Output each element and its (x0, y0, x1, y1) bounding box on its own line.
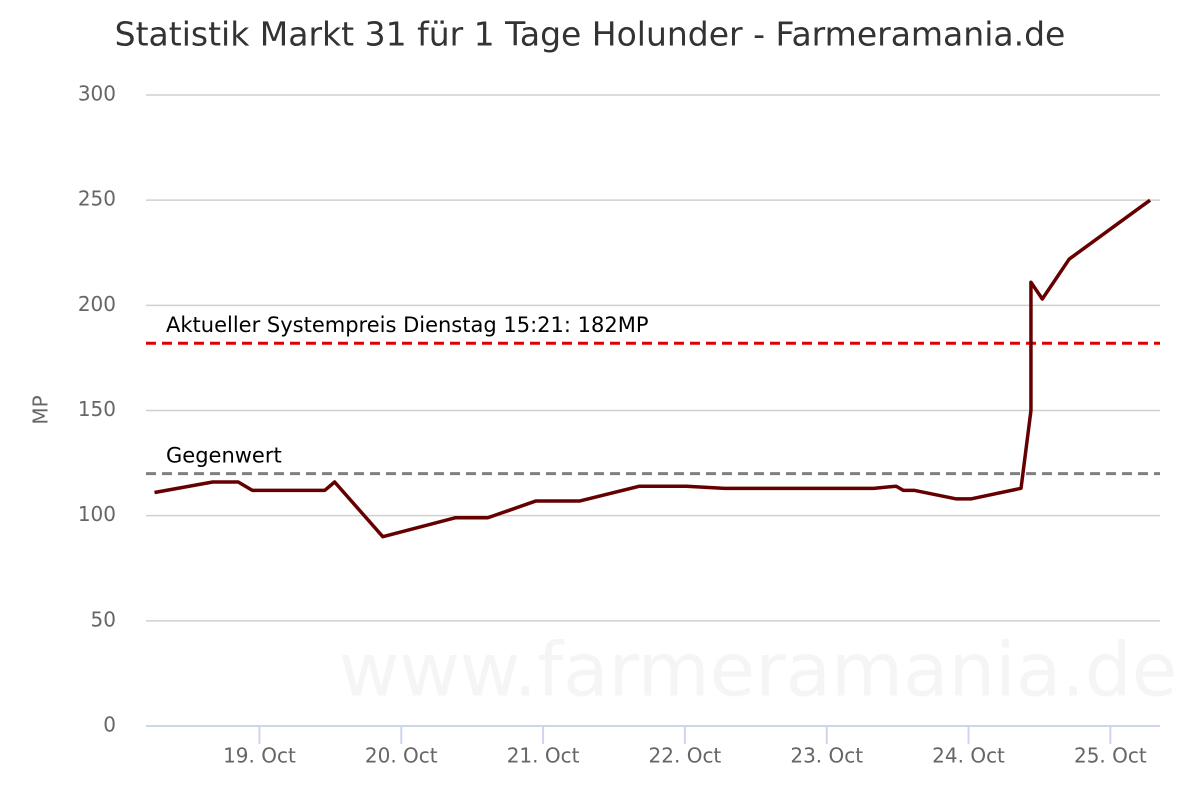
y-tick-label: 300 (78, 82, 116, 106)
x-tick-label: 23. Oct (790, 744, 863, 768)
y-tick-label: 150 (78, 397, 116, 421)
chart-title: Statistik Markt 31 für 1 Tage Holunder -… (115, 15, 1066, 54)
y-tick-label: 0 (103, 713, 116, 737)
x-tick-label: 22. Oct (649, 744, 722, 768)
x-tick-label: 25. Oct (1074, 744, 1147, 768)
x-tick-label: 24. Oct (932, 744, 1005, 768)
x-tick-label: 19. Oct (223, 744, 296, 768)
reference-label: Aktueller Systempreis Dienstag 15:21: 18… (166, 313, 649, 337)
watermark: www.farmeramania.de (339, 628, 1177, 714)
reference-label: Gegenwert (166, 444, 282, 468)
y-tick-label: 100 (78, 502, 116, 526)
y-tick-label: 50 (91, 607, 116, 631)
data-line (154, 198, 1152, 539)
x-tick-label: 21. Oct (507, 744, 580, 768)
y-tick-label: 250 (78, 187, 116, 211)
y-tick-label: 200 (78, 292, 116, 316)
x-tick-label: 20. Oct (365, 744, 438, 768)
y-axis-title: MP (29, 395, 53, 424)
